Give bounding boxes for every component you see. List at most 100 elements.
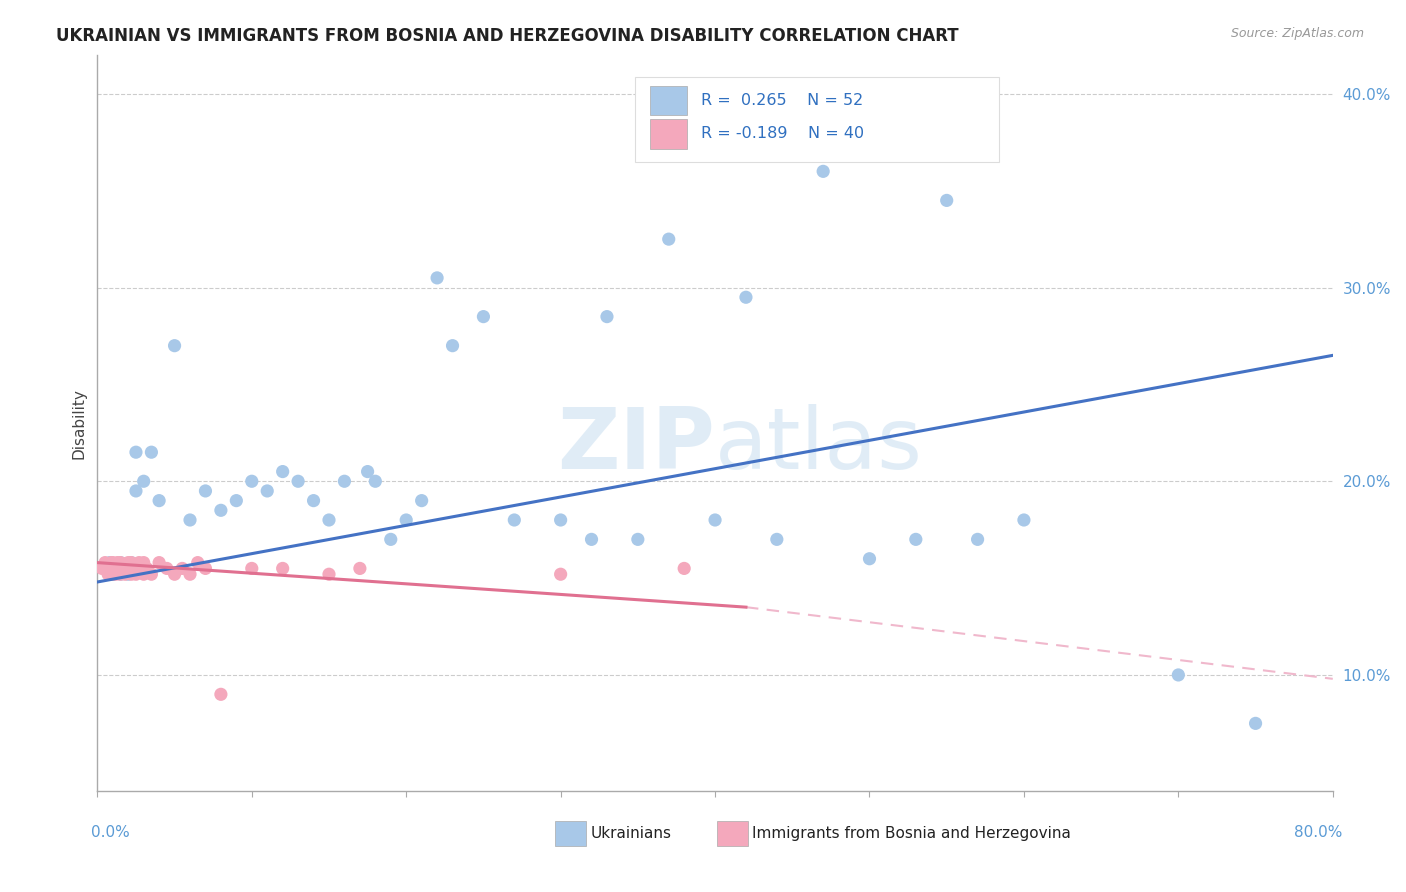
Point bbox=[101, 567, 124, 582]
Point bbox=[125, 561, 148, 575]
Point bbox=[148, 556, 170, 570]
Point bbox=[858, 551, 880, 566]
Point bbox=[735, 290, 758, 304]
Point bbox=[141, 567, 163, 582]
Point bbox=[91, 561, 114, 575]
Point bbox=[148, 493, 170, 508]
Point bbox=[240, 475, 263, 489]
Point bbox=[98, 561, 121, 575]
Point bbox=[107, 556, 129, 570]
Point bbox=[333, 475, 356, 489]
Point bbox=[172, 561, 194, 575]
Point bbox=[163, 567, 186, 582]
Point bbox=[302, 493, 325, 508]
Point bbox=[380, 533, 402, 547]
Point bbox=[128, 556, 150, 570]
Point bbox=[163, 339, 186, 353]
Text: 80.0%: 80.0% bbox=[1295, 825, 1343, 840]
Point bbox=[104, 561, 127, 575]
Point bbox=[125, 445, 148, 459]
Point bbox=[240, 561, 263, 575]
Point bbox=[117, 561, 139, 575]
Point bbox=[256, 483, 278, 498]
Point bbox=[97, 567, 120, 582]
Point bbox=[110, 556, 132, 570]
Text: Source: ZipAtlas.com: Source: ZipAtlas.com bbox=[1230, 27, 1364, 40]
Point bbox=[194, 561, 217, 575]
Point bbox=[129, 561, 152, 575]
Point bbox=[1244, 716, 1267, 731]
Point bbox=[100, 556, 122, 570]
Text: R =  0.265    N = 52: R = 0.265 N = 52 bbox=[702, 94, 863, 108]
Point bbox=[194, 483, 217, 498]
Point bbox=[209, 687, 232, 701]
Point bbox=[125, 483, 148, 498]
Point bbox=[141, 445, 163, 459]
Point bbox=[441, 339, 464, 353]
Point bbox=[271, 561, 294, 575]
Point bbox=[179, 513, 201, 527]
Point bbox=[110, 567, 132, 582]
Point bbox=[117, 556, 139, 570]
Point bbox=[156, 561, 179, 575]
Point bbox=[287, 475, 309, 489]
Bar bbox=[650, 86, 686, 115]
Point bbox=[318, 513, 340, 527]
Point bbox=[120, 556, 142, 570]
Point bbox=[704, 513, 727, 527]
Point bbox=[94, 556, 117, 570]
Point bbox=[658, 232, 681, 246]
Point bbox=[114, 561, 136, 575]
Point bbox=[120, 567, 142, 582]
Point bbox=[132, 475, 155, 489]
Text: 0.0%: 0.0% bbox=[91, 825, 131, 840]
Point bbox=[811, 164, 834, 178]
Point bbox=[179, 567, 201, 582]
Point bbox=[112, 561, 135, 575]
Y-axis label: Disability: Disability bbox=[72, 388, 86, 458]
Point bbox=[101, 556, 124, 570]
Point bbox=[132, 567, 155, 582]
Point bbox=[503, 513, 526, 527]
Point bbox=[125, 567, 148, 582]
Point bbox=[550, 513, 572, 527]
Point bbox=[581, 533, 603, 547]
Point bbox=[395, 513, 418, 527]
Point bbox=[550, 567, 572, 582]
Point bbox=[596, 310, 619, 324]
Point bbox=[673, 561, 696, 575]
Point bbox=[98, 556, 121, 570]
Point bbox=[187, 556, 209, 570]
Text: ZIP: ZIP bbox=[557, 404, 716, 487]
Point bbox=[411, 493, 433, 508]
Point bbox=[426, 271, 449, 285]
Text: Immigrants from Bosnia and Herzegovina: Immigrants from Bosnia and Herzegovina bbox=[752, 826, 1071, 840]
Point bbox=[110, 567, 132, 582]
Point bbox=[318, 567, 340, 582]
Point bbox=[1167, 668, 1189, 682]
Point bbox=[356, 465, 378, 479]
Point bbox=[904, 533, 927, 547]
Point bbox=[966, 533, 988, 547]
Point bbox=[94, 561, 117, 575]
Point bbox=[117, 561, 139, 575]
Point bbox=[120, 556, 142, 570]
Text: R = -0.189    N = 40: R = -0.189 N = 40 bbox=[702, 127, 865, 142]
Point bbox=[225, 493, 247, 508]
Point bbox=[114, 567, 136, 582]
Point bbox=[135, 561, 157, 575]
Point bbox=[110, 556, 132, 570]
Bar bbox=[650, 120, 686, 149]
Point bbox=[935, 194, 957, 208]
FancyBboxPatch shape bbox=[634, 78, 1000, 161]
Point bbox=[104, 561, 127, 575]
Point bbox=[1012, 513, 1035, 527]
Point bbox=[766, 533, 789, 547]
Point bbox=[472, 310, 495, 324]
Text: Ukrainians: Ukrainians bbox=[591, 826, 672, 840]
Point bbox=[271, 465, 294, 479]
Point bbox=[364, 475, 387, 489]
Point bbox=[104, 567, 127, 582]
Text: atlas: atlas bbox=[716, 404, 924, 487]
Point bbox=[627, 533, 650, 547]
